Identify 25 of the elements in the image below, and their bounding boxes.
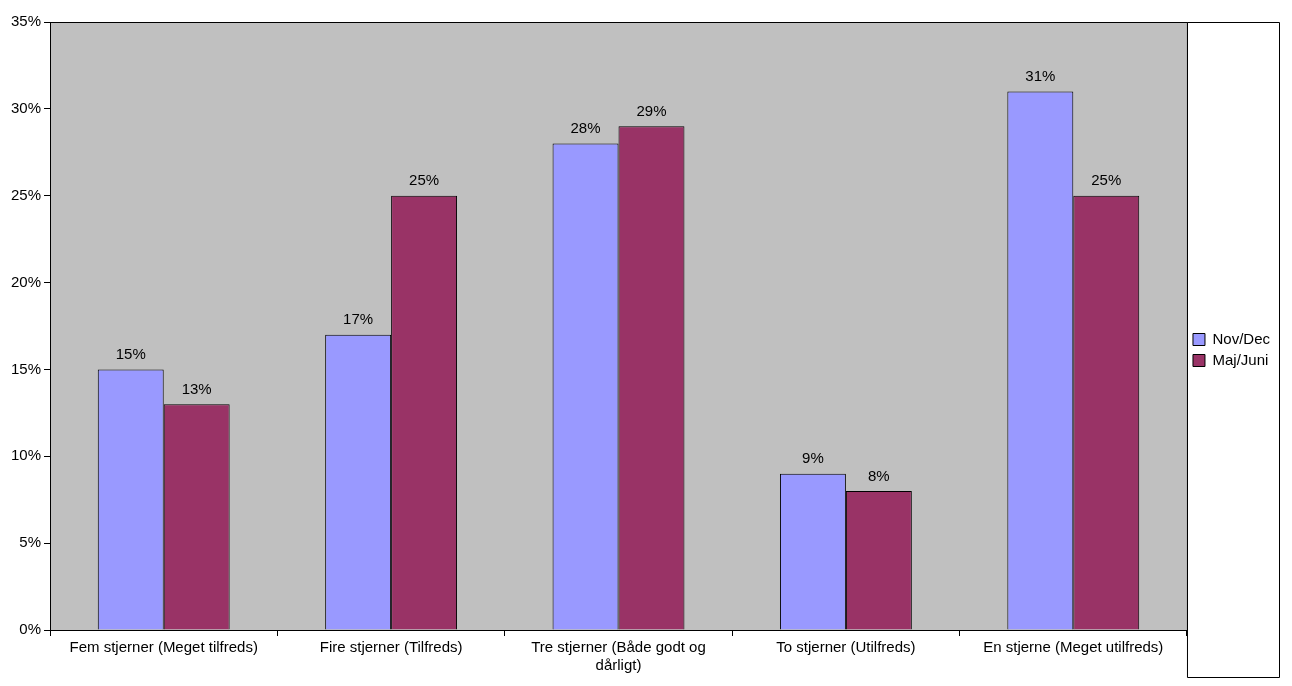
- y-tick-label: 5%: [19, 533, 42, 551]
- x-tick-label: Fem stjerner (Meget tilfreds): [69, 638, 258, 656]
- x-tick-label: Tre stjerner (Både godt og dårligt): [531, 638, 706, 674]
- legend-label: Nov/Dec: [1212, 329, 1271, 347]
- y-tick-label: 25%: [10, 185, 42, 203]
- y-tick-label: 0%: [19, 620, 42, 638]
- data-label: 31%: [1025, 67, 1056, 85]
- y-tick-label: 35%: [10, 12, 42, 30]
- y-tick-label: 10%: [10, 446, 42, 464]
- data-label: 17%: [343, 310, 374, 328]
- data-label: 25%: [1091, 171, 1122, 189]
- y-tick-label: 15%: [10, 359, 42, 377]
- x-tick-label: Fire stjerner (Tilfreds): [319, 638, 463, 656]
- x-tick-label: En stjerne (Meget utilfreds): [983, 638, 1164, 656]
- data-label: 8%: [868, 466, 890, 484]
- legend-label: Maj/Juni: [1212, 350, 1269, 368]
- data-label: 9%: [802, 449, 824, 467]
- data-label: 15%: [115, 345, 146, 363]
- data-label: 13%: [181, 379, 212, 397]
- data-label: 29%: [636, 101, 667, 119]
- x-tick-label: To stjerner (Utilfreds): [776, 638, 916, 656]
- data-label: 28%: [570, 119, 601, 137]
- y-tick-label: 20%: [10, 272, 42, 290]
- data-label: 25%: [409, 171, 440, 189]
- y-tick-label: 30%: [10, 99, 42, 116]
